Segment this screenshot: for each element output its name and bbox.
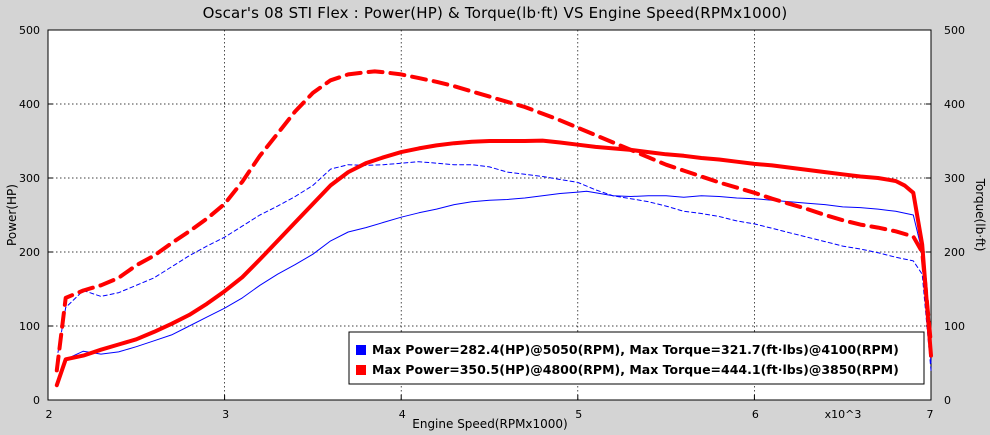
x-tick-label-5: 5 <box>575 408 582 421</box>
series-line-red-power-hp <box>54 138 933 388</box>
chart-title: Oscar's 08 STI Flex : Power(HP) & Torque… <box>202 4 788 22</box>
legend: Max Power=282.4(HP)@5050(RPM), Max Torqu… <box>348 331 925 385</box>
y-right-tick-500: 500 <box>944 24 965 37</box>
x-multiplier-label: x10^3 <box>825 408 862 421</box>
legend-label-red: Max Power=350.5(HP)@4800(RPM), Max Torqu… <box>372 362 899 377</box>
y-left-tick-400: 400 <box>19 98 40 111</box>
series-layer <box>54 69 933 388</box>
y-right-tick-400: 400 <box>944 98 965 111</box>
legend-label-blue: Max Power=282.4(HP)@5050(RPM), Max Torqu… <box>372 342 899 357</box>
series-line-red-torque-lb-ft <box>54 69 933 373</box>
series-line-blue-power-hp <box>56 190 932 382</box>
x-tick-label-4: 4 <box>399 408 406 421</box>
y-left-tick-300: 300 <box>19 172 40 185</box>
y-right-tick-300: 300 <box>944 172 965 185</box>
x-tick-label-3: 3 <box>222 408 229 421</box>
axis-ticks <box>47 29 932 401</box>
x-axis-label: Engine Speed(RPMx1000) <box>412 417 568 431</box>
y-right-tick-100: 100 <box>944 320 965 333</box>
x-tick-label-7: 7 <box>927 408 934 421</box>
legend-box <box>348 331 925 385</box>
x-tick-label-6: 6 <box>752 408 759 421</box>
y-right-tick-200: 200 <box>944 246 965 259</box>
y-left-tick-0: 0 <box>33 394 40 407</box>
y-axis-right-label: Torque(lb·ft) <box>973 178 987 252</box>
y-left-tick-200: 200 <box>19 246 40 259</box>
y-right-tick-0: 0 <box>944 394 951 407</box>
x-tick-label-2: 2 <box>46 408 53 421</box>
legend-swatch-blue <box>356 345 366 355</box>
y-left-tick-100: 100 <box>19 320 40 333</box>
legend-swatch-red <box>356 365 366 375</box>
series-line-blue-torque-lb-ft <box>56 161 932 371</box>
y-left-tick-500: 500 <box>19 24 40 37</box>
y-axis-left-label: Power(HP) <box>5 184 19 246</box>
